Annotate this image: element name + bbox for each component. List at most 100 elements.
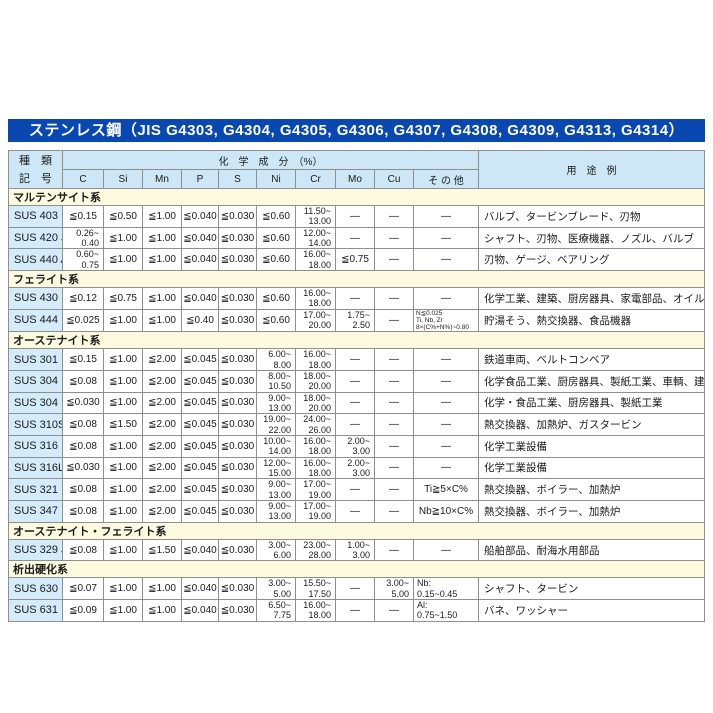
chem-cell-c: 0.26~ 0.40 <box>62 226 104 250</box>
col-header-p: P <box>181 169 219 189</box>
chem-cell-mo: — <box>335 499 375 523</box>
chem-cell-cu: — <box>374 205 414 228</box>
grade-code: SUS 304 <box>8 369 63 393</box>
chem-cell-p: ≦0.040 <box>181 538 219 562</box>
chem-cell-other: — <box>412 391 480 415</box>
chem-cell-s: ≦0.030 <box>218 434 257 458</box>
chem-cell-c: ≦0.09 <box>62 599 104 622</box>
chem-cell-ni: 9.00~ 13.00 <box>256 391 296 415</box>
chem-cell-other: — <box>412 538 480 562</box>
chem-cell-c: ≦0.08 <box>62 478 104 501</box>
chem-cell-mo: — <box>335 391 375 415</box>
chem-cell-cu: — <box>374 456 414 480</box>
chem-cell-cu: — <box>374 308 414 333</box>
chem-cell-cu: 3.00~ 5.00 <box>374 577 414 601</box>
chem-cell-s: ≦0.030 <box>218 499 257 523</box>
chem-cell-s: ≦0.030 <box>218 369 257 393</box>
chem-cell-other: — <box>412 205 480 228</box>
table-row: SUS 321 ≦0.08 ≦1.00 ≦2.00 ≦0.045 ≦0.030 9.00~ 1… <box>8 478 705 501</box>
grade-code: SUS 301 <box>8 348 63 371</box>
chem-cell-cu: — <box>374 599 414 622</box>
chem-cell-mo: 1.00~ 3.00 <box>335 538 375 562</box>
grade-code: SUS 630 <box>8 577 63 601</box>
stainless-steel-table: 種 類 記 号 化 学 成 分 （%） 用 途 例 C Si Mn P S Ni Cr Mo C… <box>8 150 705 622</box>
chem-cell-mo: — <box>335 413 375 436</box>
chem-cell-cr: 16.00~ 18.00 <box>295 456 336 480</box>
grade-code: SUS 420 J2 <box>8 226 63 250</box>
chem-cell-si: ≦1.00 <box>103 308 143 333</box>
chem-cell-p: ≦0.040 <box>181 226 219 250</box>
chem-cell-mn: ≦1.00 <box>142 599 182 622</box>
chem-cell-other: N≦0.025 Ti, Nb, Zr 8×(C%+N%)~0.80 <box>412 308 480 333</box>
usage-header: 用 途 例 <box>478 150 705 189</box>
chem-cell-mn: ≦1.00 <box>142 308 182 333</box>
chem-cell-s: ≦0.030 <box>218 248 257 272</box>
usage-cell: 鉄道車両、ベルトコンベア <box>478 348 705 371</box>
chem-cell-c: ≦0.08 <box>62 538 104 562</box>
chem-cell-c: ≦0.12 <box>62 287 104 310</box>
grade-code: SUS 329 J1 <box>8 538 63 562</box>
chem-cell-cu: — <box>374 348 414 371</box>
grade-code: SUS 440 A <box>8 248 63 272</box>
chem-cell-si: ≦1.00 <box>103 226 143 250</box>
chem-cell-c: ≦0.08 <box>62 413 104 436</box>
chem-cell-c: ≦0.08 <box>62 499 104 523</box>
chem-cell-ni: ≦0.60 <box>256 308 296 333</box>
chem-cell-s: ≦0.030 <box>218 391 257 415</box>
chem-cell-cu: — <box>374 369 414 393</box>
chem-cell-mo: 2.00~ 3.00 <box>335 456 375 480</box>
chem-cell-other: Al: 0.75~1.50 <box>412 599 480 622</box>
grade-code: SUS 316L <box>8 456 63 480</box>
chem-cell-ni: 8.00~ 10.50 <box>256 369 296 393</box>
table-row: SUS 304 L ≦0.030 ≦1.00 ≦2.00 ≦0.045 ≦0.030 9.0… <box>8 391 705 415</box>
table-row: SUS 304 ≦0.08 ≦1.00 ≦2.00 ≦0.045 ≦0.030 8.00~ 1… <box>8 369 705 393</box>
chem-cell-c: ≦0.07 <box>62 577 104 601</box>
chem-cell-mo: — <box>335 478 375 501</box>
table-row: SUS 310S ≦0.08 ≦1.50 ≦2.00 ≦0.045 ≦0.030 19.00… <box>8 413 705 436</box>
chem-cell-mn: ≦2.00 <box>142 369 182 393</box>
table-header: 種 類 記 号 化 学 成 分 （%） 用 途 例 C Si Mn P S Ni Cr Mo C… <box>8 150 705 189</box>
chem-cell-other: — <box>412 248 480 272</box>
chem-cell-mo: ≦0.75 <box>335 248 375 272</box>
chem-cell-si: ≦1.00 <box>103 434 143 458</box>
chem-cell-cr: 12.00~ 14.00 <box>295 226 336 250</box>
chem-cell-cr: 24.00~ 26.00 <box>295 413 336 436</box>
usage-cell: 化学食品工業、厨房器具、製紙工業、車輌、建築 <box>478 369 705 393</box>
usage-cell: 熱交換器、ボイラー、加熱炉 <box>478 499 705 523</box>
col-header-ni: Ni <box>256 169 296 189</box>
section-name: フェライト系 <box>8 270 705 289</box>
table-row: SUS 316L ≦0.030 ≦1.00 ≦2.00 ≦0.045 ≦0.030 12.0… <box>8 456 705 480</box>
chem-cell-p: ≦0.040 <box>181 205 219 228</box>
section-name: オーステナイト系 <box>8 331 705 350</box>
chem-cell-ni: 9.00~ 13.00 <box>256 499 296 523</box>
chem-cell-mn: ≦1.00 <box>142 577 182 601</box>
grade-code: SUS 444 <box>8 308 63 333</box>
chem-cell-cr: 23.00~ 28.00 <box>295 538 336 562</box>
chem-cell-mn: ≦2.00 <box>142 413 182 436</box>
chem-cell-other: Nb≧10×C% <box>412 499 480 523</box>
usage-cell: 刃物、ゲージ、ベアリング <box>478 248 705 272</box>
chem-cell-mn: ≦1.00 <box>142 287 182 310</box>
chem-cell-s: ≦0.030 <box>218 413 257 436</box>
chem-cell-cr: 18.00~ 20.00 <box>295 369 336 393</box>
chem-cell-other: — <box>412 287 480 310</box>
section-header-row: オーステナイト系 <box>8 331 705 350</box>
chem-cell-cu: — <box>374 391 414 415</box>
chem-cell-other: — <box>412 226 480 250</box>
chem-cell-c: 0.60~ 0.75 <box>62 248 104 272</box>
chem-cell-mo: — <box>335 287 375 310</box>
usage-cell: バネ、ワッシャー <box>478 599 705 622</box>
chem-cell-cr: 15.50~ 17.50 <box>295 577 336 601</box>
section-name: オーステナイト・フェライト系 <box>8 521 705 540</box>
chem-cell-s: ≦0.030 <box>218 205 257 228</box>
chem-cell-mn: ≦2.00 <box>142 348 182 371</box>
chem-cell-p: ≦0.045 <box>181 456 219 480</box>
chem-cell-si: ≦1.00 <box>103 391 143 415</box>
chem-cell-c: ≦0.15 <box>62 348 104 371</box>
usage-cell: バルブ、タービンブレード、刃物 <box>478 205 705 228</box>
chem-cell-mn: ≦1.00 <box>142 226 182 250</box>
chem-cell-mn: ≦2.00 <box>142 391 182 415</box>
chem-cell-si: ≦1.00 <box>103 599 143 622</box>
chem-cell-other: Nb: 0.15~0.45 <box>412 577 480 601</box>
col-header-c: C <box>62 169 104 189</box>
